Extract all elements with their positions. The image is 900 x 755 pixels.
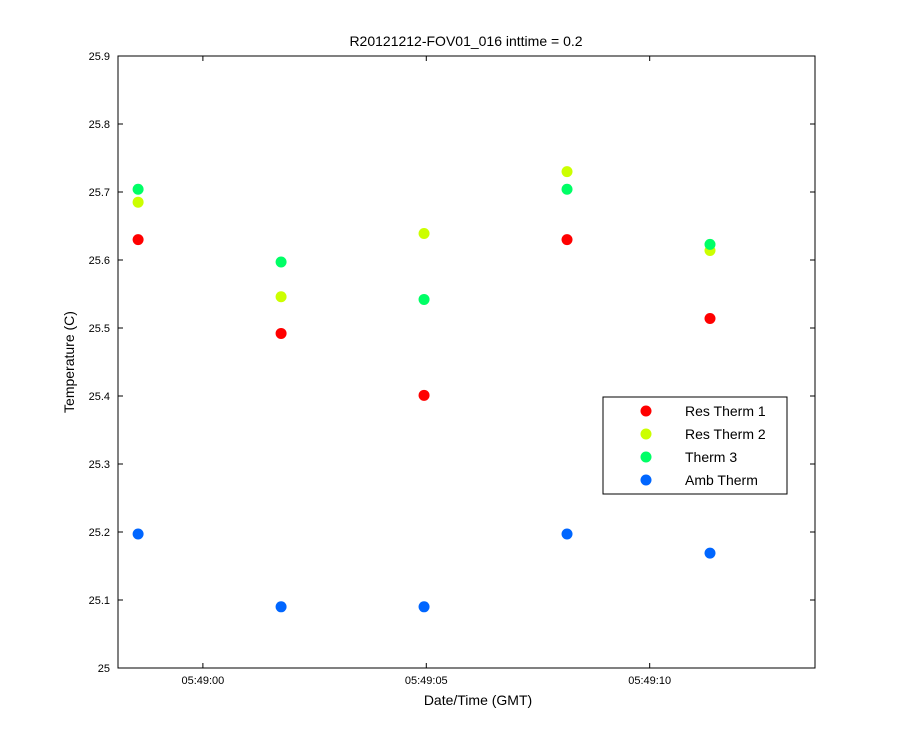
data-point [275, 601, 287, 613]
data-point [275, 327, 287, 339]
ticks-layer: 25 25.1 25.2 25.3 25.4 25.5 25.6 25.7 25.8 25.9 05… [89, 51, 815, 687]
data-point [561, 166, 573, 178]
data-point [132, 196, 144, 208]
y-tick-label: 25.4 [89, 391, 110, 403]
legend-marker [640, 474, 652, 486]
data-point [561, 528, 573, 540]
data-point [418, 227, 430, 239]
y-tick-label: 25.2 [89, 527, 110, 539]
x-tick-label: 05:49:10 [628, 675, 671, 687]
data-point [561, 183, 573, 195]
chart-title: R20121212-FOV01_016 inttime = 0.2 [349, 33, 582, 49]
y-tick-label: 25.9 [89, 51, 110, 63]
x-tick-label: 05:49:05 [405, 675, 448, 687]
data-point [418, 293, 430, 305]
legend-label: Res Therm 2 [685, 426, 766, 442]
data-point [275, 291, 287, 303]
y-tick-label: 25.6 [89, 255, 110, 267]
data-point [561, 234, 573, 246]
data-point [132, 234, 144, 246]
data-point [704, 312, 716, 324]
y-tick-label: 25.7 [89, 187, 110, 199]
points-layer [132, 166, 716, 613]
x-axis-label: Date/Time (GMT) [424, 692, 532, 708]
data-point [132, 183, 144, 195]
y-tick-label: 25.8 [89, 119, 110, 131]
data-point [418, 389, 430, 401]
legend-marker [640, 451, 652, 463]
y-tick-label: 25.1 [89, 595, 110, 607]
y-tick-label: 25.3 [89, 459, 110, 471]
y-tick-label: 25 [98, 663, 110, 675]
legend-marker [640, 405, 652, 417]
data-point [132, 528, 144, 540]
legend-label: Therm 3 [685, 449, 737, 465]
legend-label: Res Therm 1 [685, 403, 766, 419]
data-point [704, 547, 716, 559]
legend-label: Amb Therm [685, 472, 758, 488]
x-tick-label: 05:49:00 [181, 675, 224, 687]
plot-area [117, 55, 816, 669]
legend: Res Therm 1 Res Therm 2 Therm 3 Amb Therm [602, 396, 788, 495]
y-tick-label: 25.5 [89, 323, 110, 335]
legend-box [602, 396, 788, 495]
data-point [275, 256, 287, 268]
data-point [418, 601, 430, 613]
y-axis-label: Temperature (C) [61, 311, 77, 413]
legend-marker [640, 428, 652, 440]
data-point [704, 238, 716, 250]
